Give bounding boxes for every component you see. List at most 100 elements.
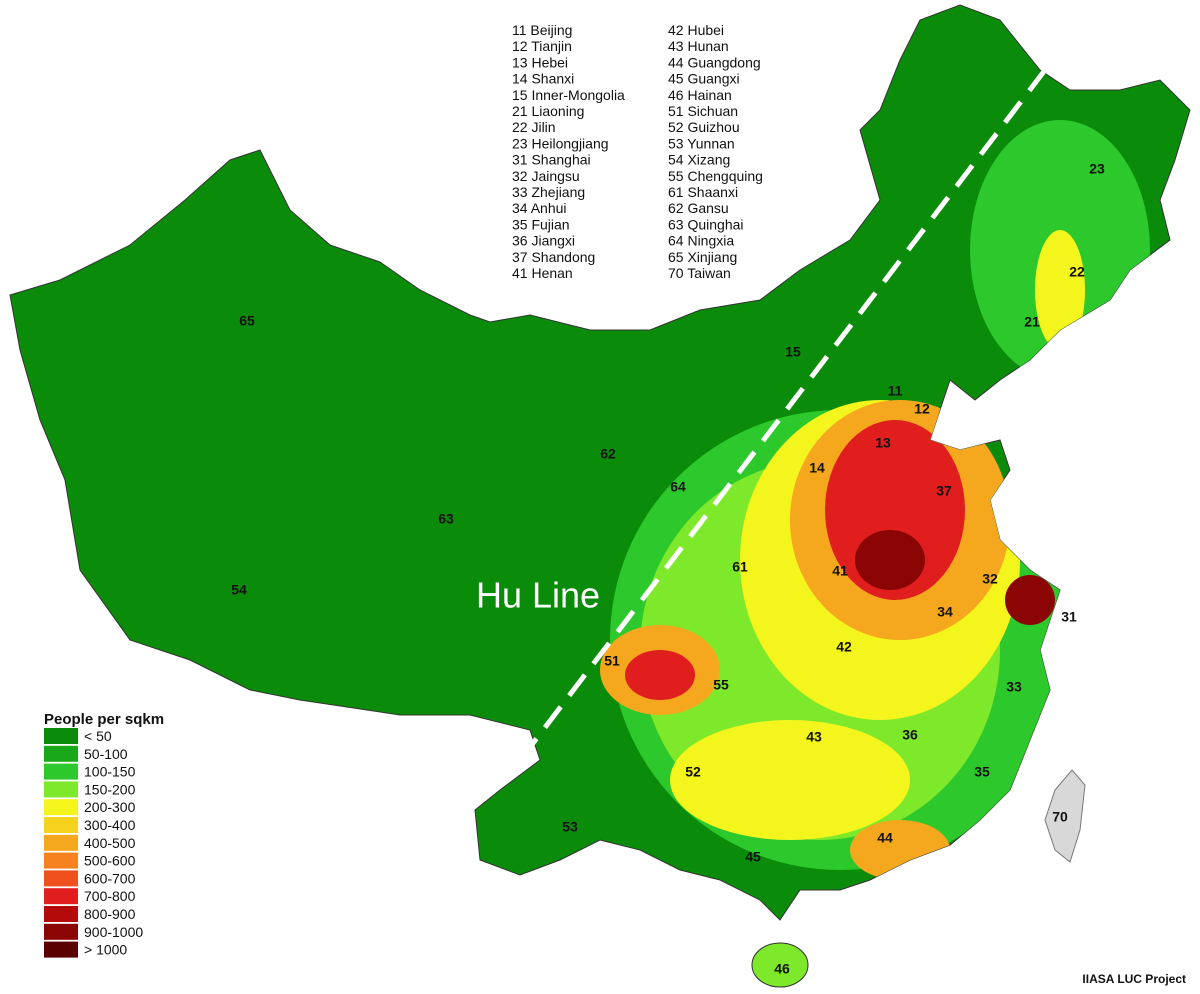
province-key-entry: 14 Shanxi xyxy=(512,71,574,87)
region-label: 22 xyxy=(1069,264,1085,280)
province-key-entry: 53 Yunnan xyxy=(668,135,735,151)
legend-swatch xyxy=(44,923,78,940)
province-key-entry: 15 Inner-Mongolia xyxy=(512,87,625,103)
legend-swatch xyxy=(44,834,78,851)
region-label: 52 xyxy=(685,764,701,780)
hainan xyxy=(751,942,809,988)
region-label: 51 xyxy=(604,653,620,669)
region-label: 13 xyxy=(875,435,891,451)
province-key-entry: 46 Hainan xyxy=(668,87,732,103)
province-key-entry: 34 Anhui xyxy=(512,200,567,216)
legend-title: People per sqkm xyxy=(44,711,164,728)
region-label: 21 xyxy=(1024,314,1040,330)
province-key-entry: 13 Hebei xyxy=(512,54,568,70)
region-label: 36 xyxy=(902,727,918,743)
province-key-entry: 42 Hubei xyxy=(668,22,724,38)
map-labels: 65 15 23 22 21 11 12 13 14 37 62 64 63 5… xyxy=(231,161,1105,977)
credit: IIASA LUC Project xyxy=(1082,972,1186,986)
province-key-entry: 12 Tianjin xyxy=(512,38,572,54)
region-label: 35 xyxy=(974,764,990,780)
province-key-entry: 45 Guangxi xyxy=(668,71,740,87)
region-label: 42 xyxy=(836,639,852,655)
legend-swatch xyxy=(44,888,78,905)
region-label: 37 xyxy=(936,483,952,499)
region-label: 12 xyxy=(914,401,930,417)
province-key-entry: 62 Gansu xyxy=(668,200,729,216)
legend-swatch xyxy=(44,870,78,887)
country xyxy=(9,4,1191,988)
province-key-entry: 31 Shanghai xyxy=(512,152,591,168)
province-key-entry: 52 Guizhou xyxy=(668,119,740,135)
province-key-entry: 65 Xinjiang xyxy=(668,249,737,265)
province-key-entry: 44 Guangdong xyxy=(668,54,761,70)
region-label: 63 xyxy=(438,511,454,527)
legend-label: 300-400 xyxy=(84,817,136,833)
density-regions xyxy=(600,120,1150,880)
legend-label: 150-200 xyxy=(84,781,136,797)
province-key-entry: 36 Jiangxi xyxy=(512,233,575,249)
legend-label: 400-500 xyxy=(84,835,136,851)
region-label: 45 xyxy=(745,849,761,865)
region-label: 41 xyxy=(832,563,848,579)
legend-swatch xyxy=(44,799,78,816)
legend-label: > 1000 xyxy=(84,942,127,958)
region-label: 62 xyxy=(600,446,616,462)
legend-swatch xyxy=(44,941,78,958)
region-label: 44 xyxy=(877,830,893,846)
province-key-entry: 22 Jilin xyxy=(512,119,556,135)
province-key-entry: 55 Chengquing xyxy=(668,168,763,184)
region-label: 65 xyxy=(239,313,255,329)
region-label: 70 xyxy=(1052,809,1068,825)
region-label: 43 xyxy=(806,729,822,745)
region-label: 64 xyxy=(670,479,686,495)
province-key-entry: 43 Hunan xyxy=(668,38,729,54)
legend-label: 900-1000 xyxy=(84,924,143,940)
province-key-entry: 11 Beijing xyxy=(512,22,572,38)
province-key-entry: 51 Sichuan xyxy=(668,103,738,119)
legend-swatch xyxy=(44,817,78,833)
legend-label: 500-600 xyxy=(84,853,136,869)
legend-swatch xyxy=(44,781,78,798)
province-key-entry: 61 Shaanxi xyxy=(668,184,738,200)
region-label: 54 xyxy=(231,582,247,598)
province-key-entry: 63 Quinghai xyxy=(668,216,744,232)
province-key-entry: 33 Zhejiang xyxy=(512,184,585,200)
province-key-entry: 70 Taiwan xyxy=(668,265,731,281)
region-label: 23 xyxy=(1089,161,1105,177)
province-key-entry: 37 Shandong xyxy=(512,249,595,265)
region-label: 46 xyxy=(774,961,790,977)
legend-label: 100-150 xyxy=(84,764,136,780)
province-key-entry: 64 Ningxia xyxy=(668,233,734,249)
hu-line xyxy=(503,68,1047,782)
legend-label: 200-300 xyxy=(84,799,136,815)
province-key-entry: 41 Henan xyxy=(512,265,573,281)
region-label: 14 xyxy=(809,460,825,476)
province-key-entry: 32 Jaingsu xyxy=(512,168,580,184)
legend-swatch xyxy=(44,745,78,762)
taiwan xyxy=(1044,769,1086,863)
province-key-entry: 21 Liaoning xyxy=(512,103,584,119)
legend-swatch xyxy=(44,763,78,780)
region-label: 53 xyxy=(562,819,578,835)
province-key-entry: 35 Fujian xyxy=(512,216,570,232)
legend-label: < 50 xyxy=(84,728,112,744)
province-key-entry: 54 Xizang xyxy=(668,152,730,168)
legend-label: 50-100 xyxy=(84,746,128,762)
legend-swatch xyxy=(44,906,78,922)
legend-label: 700-800 xyxy=(84,888,136,904)
region-label: 55 xyxy=(713,677,729,693)
region-label: 31 xyxy=(1061,609,1077,625)
legend-label: 800-900 xyxy=(84,906,136,922)
region-label: 34 xyxy=(937,604,953,620)
legend-swatch xyxy=(44,852,78,869)
region-label: 15 xyxy=(785,344,801,360)
region-label: 33 xyxy=(1006,679,1022,695)
legend-label: 600-700 xyxy=(84,870,136,886)
region-label: 32 xyxy=(982,571,998,587)
hu-line-label: Hu Line xyxy=(476,575,600,616)
legend-swatch xyxy=(44,728,78,744)
region-label: 11 xyxy=(888,383,903,399)
